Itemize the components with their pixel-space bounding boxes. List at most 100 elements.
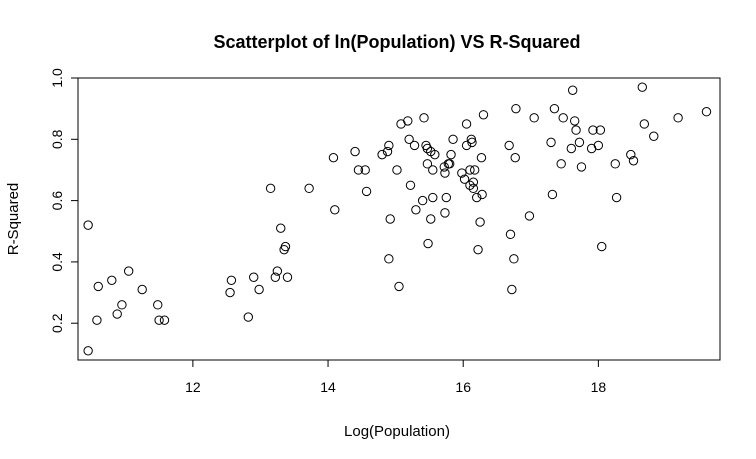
data-point bbox=[405, 180, 416, 190]
data-point bbox=[153, 300, 163, 310]
data-point bbox=[225, 287, 235, 298]
data-point bbox=[422, 143, 433, 154]
data-point bbox=[511, 103, 521, 114]
data-point bbox=[461, 140, 472, 151]
data-point bbox=[265, 183, 276, 194]
data-point bbox=[384, 140, 394, 151]
data-point bbox=[226, 275, 237, 286]
data-point bbox=[249, 272, 259, 282]
data-point bbox=[556, 159, 566, 169]
x-tick-label: 18 bbox=[591, 379, 607, 395]
data-point bbox=[595, 125, 606, 135]
x-axis-label: Log(Population) bbox=[344, 423, 450, 440]
x-tick-label: 12 bbox=[185, 379, 201, 395]
data-point bbox=[649, 131, 659, 141]
y-tick-label: 1.0 bbox=[49, 68, 65, 88]
y-tick-label: 0.8 bbox=[49, 129, 65, 149]
data-point bbox=[243, 312, 253, 322]
data-point bbox=[570, 116, 580, 126]
data-point bbox=[353, 165, 364, 175]
data-point bbox=[159, 315, 170, 325]
data-point bbox=[524, 211, 535, 221]
data-point bbox=[422, 159, 433, 169]
data-point bbox=[417, 195, 428, 206]
data-point bbox=[469, 165, 480, 175]
y-tick-label: 0.6 bbox=[49, 191, 65, 211]
data-point bbox=[628, 156, 639, 166]
data-point bbox=[385, 214, 395, 224]
data-point bbox=[576, 162, 587, 172]
data-point bbox=[547, 189, 558, 200]
data-point bbox=[504, 140, 514, 151]
data-point bbox=[507, 284, 517, 295]
data-point bbox=[409, 140, 420, 151]
data-point bbox=[476, 152, 487, 163]
x-tick-label: 14 bbox=[320, 379, 336, 395]
data-point bbox=[330, 205, 340, 215]
data-point bbox=[509, 254, 519, 264]
data-point bbox=[549, 103, 560, 114]
data-point bbox=[626, 149, 636, 160]
data-point bbox=[394, 281, 404, 292]
data-point bbox=[107, 275, 117, 286]
data-point bbox=[280, 241, 291, 252]
data-point bbox=[428, 165, 438, 175]
data-points bbox=[83, 82, 712, 356]
data-point bbox=[610, 159, 620, 169]
chart-title: Scatterplot of ln(Population) VS R-Squar… bbox=[213, 32, 580, 52]
data-point bbox=[611, 192, 622, 203]
data-point bbox=[465, 165, 475, 175]
data-point bbox=[574, 137, 585, 148]
y-tick-label: 0.2 bbox=[49, 313, 65, 333]
data-point bbox=[328, 152, 339, 163]
data-point bbox=[403, 116, 413, 126]
data-point bbox=[428, 192, 438, 203]
x-tick-label: 16 bbox=[455, 379, 471, 395]
y-axis: 0.2 0.4 0.6 0.8 1.0 bbox=[49, 68, 79, 333]
data-point bbox=[254, 284, 264, 295]
data-point bbox=[457, 168, 467, 178]
data-point bbox=[440, 208, 450, 218]
data-point bbox=[546, 137, 556, 148]
data-point bbox=[304, 183, 314, 194]
data-point bbox=[597, 241, 607, 252]
data-point bbox=[567, 85, 578, 95]
data-point bbox=[701, 107, 712, 117]
data-point bbox=[468, 177, 479, 187]
data-point bbox=[529, 113, 539, 123]
data-point bbox=[276, 223, 286, 233]
data-point bbox=[459, 174, 470, 184]
x-axis: 12 14 16 18 bbox=[185, 359, 607, 395]
data-point bbox=[637, 82, 647, 92]
data-point bbox=[392, 165, 402, 175]
data-point bbox=[446, 149, 456, 160]
data-point bbox=[588, 125, 598, 135]
data-point bbox=[350, 146, 360, 157]
data-point bbox=[477, 189, 487, 200]
data-point bbox=[467, 137, 477, 148]
data-point bbox=[566, 143, 577, 154]
data-point bbox=[441, 192, 452, 203]
data-point bbox=[404, 134, 414, 145]
data-point bbox=[384, 254, 394, 264]
data-point bbox=[461, 119, 472, 129]
y-axis-label: R-Squared bbox=[5, 183, 22, 256]
data-point bbox=[440, 168, 450, 178]
data-point bbox=[83, 220, 93, 230]
data-point bbox=[426, 214, 436, 224]
data-point bbox=[472, 192, 482, 203]
data-point bbox=[83, 346, 93, 356]
data-point bbox=[92, 315, 102, 325]
data-point bbox=[93, 281, 103, 292]
data-point bbox=[411, 205, 421, 215]
data-point bbox=[475, 217, 485, 227]
data-point bbox=[473, 244, 483, 255]
data-point bbox=[382, 146, 393, 157]
data-point bbox=[123, 266, 134, 276]
data-point bbox=[430, 149, 440, 160]
data-point bbox=[112, 309, 122, 319]
data-point bbox=[270, 272, 281, 282]
data-point bbox=[673, 113, 683, 123]
y-tick-label: 0.4 bbox=[49, 252, 65, 272]
